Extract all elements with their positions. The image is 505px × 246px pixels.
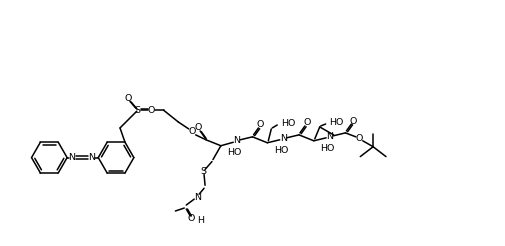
Text: N: N xyxy=(326,132,332,141)
Text: O: O xyxy=(188,127,195,136)
Text: S: S xyxy=(199,167,206,176)
Text: O: O xyxy=(256,121,264,129)
Text: O: O xyxy=(355,134,362,143)
Text: S: S xyxy=(134,106,140,115)
Text: H: H xyxy=(197,216,204,225)
Text: HO: HO xyxy=(320,144,334,153)
Text: HO: HO xyxy=(273,146,288,155)
Text: O: O xyxy=(349,117,357,125)
Text: N: N xyxy=(69,153,75,162)
Text: N: N xyxy=(193,193,200,202)
Text: O: O xyxy=(124,94,131,103)
Text: HO: HO xyxy=(329,119,343,127)
Text: O: O xyxy=(187,215,194,223)
Text: N: N xyxy=(233,136,240,145)
Text: N: N xyxy=(88,153,95,162)
Text: HO: HO xyxy=(281,120,295,128)
Text: HO: HO xyxy=(227,148,241,157)
Text: O: O xyxy=(147,106,155,115)
Text: N: N xyxy=(279,134,286,143)
Text: O: O xyxy=(194,123,201,132)
Text: O: O xyxy=(302,119,310,127)
